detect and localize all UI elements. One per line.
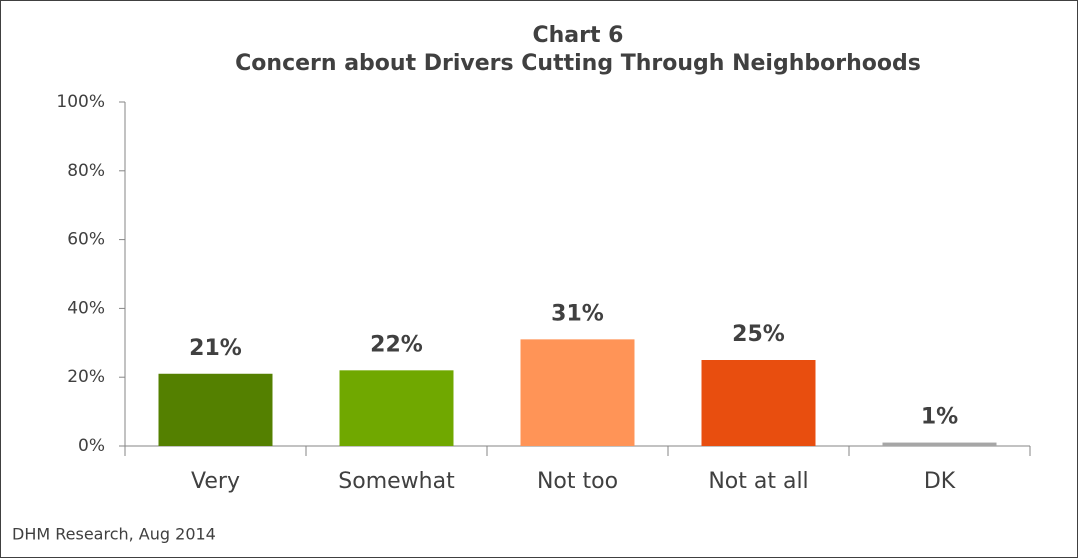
y-tick-label: 40% (67, 298, 105, 318)
chart-title: Chart 6 (533, 23, 624, 48)
bar (158, 373, 273, 446)
data-label: 31% (551, 301, 604, 326)
data-label: 22% (370, 332, 423, 357)
x-tick-label: Not at all (708, 469, 808, 494)
y-tick-label: 20% (67, 367, 105, 387)
source-note: DHM Research, Aug 2014 (12, 525, 216, 544)
bar (882, 442, 997, 446)
y-tick-label: 60% (67, 230, 105, 250)
data-label: 25% (732, 322, 785, 347)
y-tick-label: 100% (56, 92, 105, 112)
y-tick-label: 0% (78, 436, 105, 456)
x-tick-label: DK (924, 469, 956, 494)
chart-subtitle: Concern about Drivers Cutting Through Ne… (235, 51, 921, 76)
data-label: 21% (189, 336, 242, 361)
bar (339, 370, 454, 446)
x-tick-label: Very (191, 469, 240, 494)
bar (520, 339, 635, 446)
data-label: 1% (921, 405, 958, 430)
x-tick-label: Somewhat (338, 469, 455, 494)
x-tick-label: Not too (537, 469, 618, 494)
bar (701, 360, 816, 446)
y-tick-label: 80% (67, 161, 105, 181)
